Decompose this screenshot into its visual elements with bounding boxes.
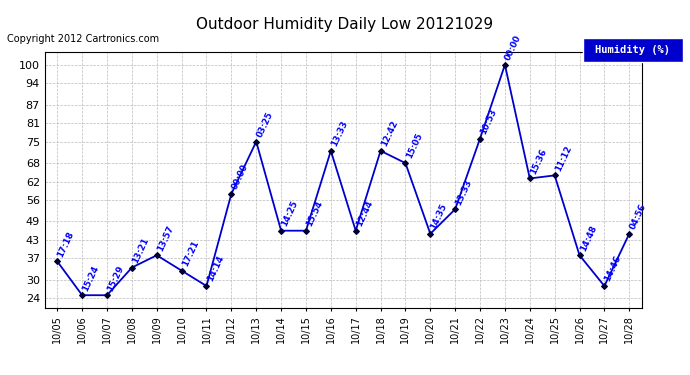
Point [176,268,187,274]
Point [52,258,63,264]
Point [351,228,362,234]
Point [77,292,88,298]
Point [325,148,336,154]
Point [500,62,511,68]
Point [126,264,137,270]
Point [400,160,411,166]
Text: 17:18: 17:18 [56,230,76,259]
Text: Copyright 2012 Cartronics.com: Copyright 2012 Cartronics.com [7,34,159,44]
Text: 13:57: 13:57 [155,224,175,252]
Point [375,148,386,154]
Text: 14:25: 14:25 [280,199,299,228]
Text: 13:33: 13:33 [330,119,349,148]
Point [275,228,286,234]
Text: 11:12: 11:12 [553,144,573,172]
Text: 15:29: 15:29 [106,264,126,292]
Text: 14:35: 14:35 [429,202,449,231]
Text: 13:21: 13:21 [130,236,150,265]
Text: 14:14: 14:14 [206,254,225,283]
Text: 04:56: 04:56 [628,202,648,231]
Point [226,191,237,197]
Text: Outdoor Humidity Daily Low 20121029: Outdoor Humidity Daily Low 20121029 [197,17,493,32]
Text: 03:25: 03:25 [255,110,275,139]
Text: 00:00: 00:00 [504,34,523,62]
Point [425,231,436,237]
Point [599,283,610,289]
Point [300,228,311,234]
Point [574,252,585,258]
Text: 10:53: 10:53 [479,107,498,136]
Point [475,135,486,141]
Text: 15:24: 15:24 [81,264,101,292]
Point [624,231,635,237]
Point [151,252,162,258]
Point [250,139,262,145]
Text: 17:21: 17:21 [180,239,200,268]
Text: 15:36: 15:36 [529,147,549,176]
Text: 14:48: 14:48 [578,224,598,252]
Text: 15:54: 15:54 [305,199,324,228]
Point [549,172,560,178]
Text: 12:42: 12:42 [380,119,400,148]
Point [201,283,212,289]
Point [524,176,535,181]
Text: Humidity (%): Humidity (%) [595,45,670,54]
Text: 12:44: 12:44 [355,199,375,228]
Point [450,206,461,212]
Point [101,292,112,298]
Text: 13:33: 13:33 [454,178,474,206]
Text: 00:00: 00:00 [230,163,250,191]
Text: 14:46: 14:46 [603,254,623,283]
Text: 15:05: 15:05 [404,132,424,160]
